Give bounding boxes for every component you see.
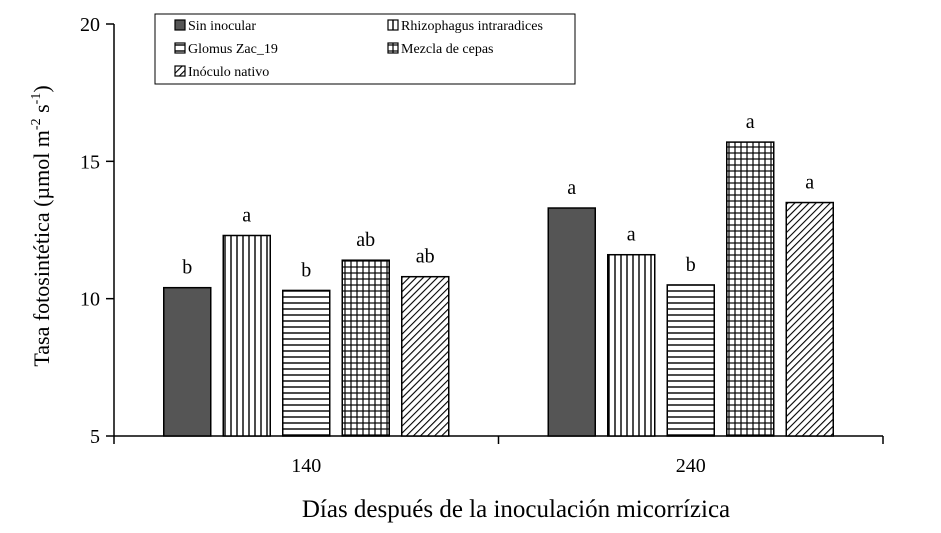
legend: Sin inocular Rhizophagus intraradices Glom… [154, 13, 576, 85]
y-axis: 5 10 15 20 [80, 14, 115, 448]
bar-significance-label: b [182, 257, 192, 279]
bar-significance-label: a [746, 111, 755, 133]
x-tick-label: 240 [676, 455, 706, 477]
y-axis-label: Tasa fotosintética (µmol m-2 s-1) [29, 85, 54, 366]
bar-vertical-240 [607, 253, 656, 437]
legend-swatch-grid [387, 42, 399, 54]
x-tick-label: 140 [291, 455, 321, 477]
bar-solid-240 [547, 207, 596, 437]
bars [163, 141, 834, 437]
legend-label: Glomus Zac_19 [188, 42, 278, 57]
bar-significance-label: a [242, 204, 251, 226]
y-axis-label-sup2: -1 [29, 93, 44, 105]
x-axis: 140 240 [113, 435, 884, 477]
legend-label: Rhizophagus intraradices [401, 19, 543, 34]
y-tick-label: 15 [80, 151, 100, 173]
bar-significance-label: ab [416, 246, 435, 268]
y-tick-label: 20 [80, 14, 100, 36]
bar-horizontal-140 [282, 289, 331, 437]
bar-significance-label: a [567, 177, 576, 199]
bar-significance-label: b [686, 254, 696, 276]
bar-significance-label: a [805, 172, 814, 194]
bar-grid-140 [341, 259, 390, 437]
x-axis-label: Días después de la inoculación micorrízi… [302, 496, 730, 523]
bar-diagonal-140 [401, 275, 450, 437]
legend-swatch-horizontal [174, 42, 186, 54]
legend-label: Inóculo nativo [188, 65, 269, 80]
bar-horizontal-240 [666, 284, 715, 437]
y-axis-label-main: Tasa fotosintética (µmol m [29, 130, 54, 367]
legend-label: Mezcla de cepas [401, 42, 494, 57]
bar-diagonal-240 [785, 201, 834, 437]
y-tick-label: 10 [80, 289, 100, 311]
y-axis-label-sup1: -2 [29, 118, 44, 130]
y-axis-label-end: ) [29, 85, 54, 92]
bar-vertical-140 [222, 234, 271, 437]
bar-significance-label: b [301, 259, 311, 281]
legend-label: Sin inocular [188, 19, 256, 34]
bar-solid-140 [163, 286, 212, 437]
legend-swatch-vertical [387, 19, 399, 31]
bar-significance-label: ab [356, 229, 375, 251]
y-tick-label: 5 [90, 426, 100, 448]
legend-swatch-diagonal [174, 65, 186, 77]
legend-box [154, 13, 576, 85]
legend-swatch-solid [174, 19, 186, 31]
bar-grid-240 [726, 141, 775, 437]
bar-significance-label: a [627, 224, 636, 246]
y-axis-label-mid: s [29, 104, 54, 118]
